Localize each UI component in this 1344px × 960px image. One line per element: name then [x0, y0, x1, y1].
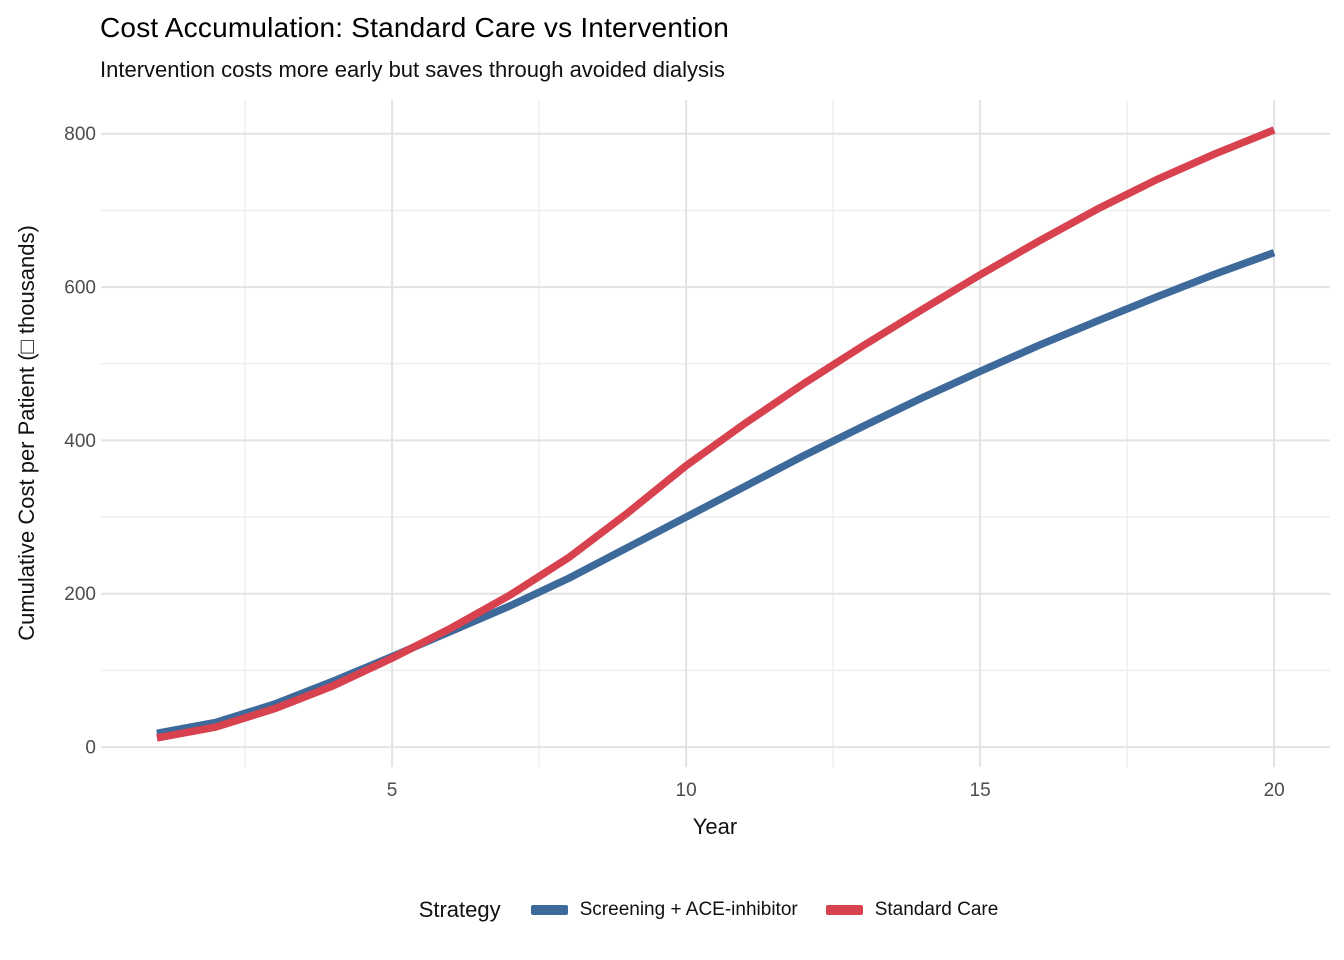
x-tick-label: 5: [387, 780, 398, 801]
series-line-screening-ace-inhibitor: [156, 249, 1276, 737]
x-tick-label: 10: [676, 780, 697, 801]
chart-title: Cost Accumulation: Standard Care vs Inte…: [100, 12, 730, 43]
legend-title: Strategy: [418, 897, 501, 922]
y-tick-label: 400: [64, 431, 96, 452]
y-tick-label: 800: [64, 124, 96, 145]
y-tick-label: 200: [64, 584, 96, 605]
legend-label: Standard Care: [874, 899, 999, 920]
x-tick-label: 20: [1264, 780, 1285, 801]
legend-swatch: [825, 905, 863, 915]
legend-label: Screening + ACE-inhibitor: [579, 899, 798, 920]
x-tick-label: 15: [970, 780, 991, 801]
legend-item: Screening + ACE-inhibitor: [530, 899, 798, 921]
x-axis-title: Year: [692, 814, 738, 839]
y-tick-label: 600: [64, 278, 96, 299]
series-line-standard-care: [156, 126, 1276, 742]
y-tick-label: 0: [85, 738, 96, 759]
legend-swatch: [530, 905, 568, 915]
legend-item: Standard Care: [825, 899, 999, 921]
legend: Strategy Screening + ACE-inhibitor Standa…: [101, 888, 1330, 932]
chart-subtitle: Intervention costs more early but saves …: [100, 57, 725, 82]
